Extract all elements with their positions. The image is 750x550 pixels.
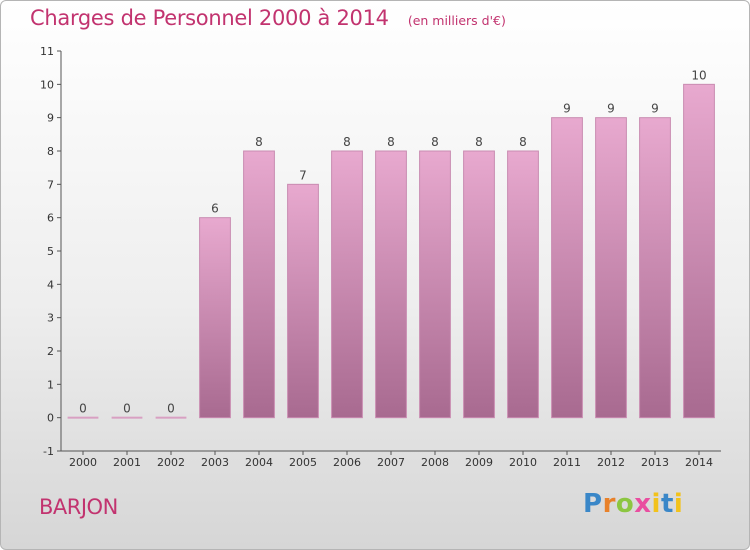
- logo-letter: o: [615, 489, 635, 519]
- data-label: 9: [651, 102, 659, 116]
- bar: [67, 416, 99, 419]
- y-tick-label: 10: [40, 78, 54, 91]
- data-label: 10: [691, 68, 706, 82]
- bar: [199, 217, 231, 419]
- data-label: 6: [211, 202, 219, 216]
- x-tick-label: 2008: [421, 456, 449, 469]
- bar: [639, 117, 671, 419]
- y-tick-label: -1: [43, 445, 54, 458]
- data-label: 0: [123, 402, 131, 416]
- y-tick-label: 9: [47, 112, 54, 125]
- bar: [463, 150, 495, 419]
- logo-letter: i: [651, 489, 661, 519]
- data-label: 0: [167, 402, 175, 416]
- title-row: Charges de Personnel 2000 à 2014 (en mil…: [30, 6, 506, 30]
- y-tick-label: 4: [47, 278, 54, 291]
- y-tick-label: 1: [47, 378, 54, 391]
- x-tick-label: 2009: [465, 456, 493, 469]
- data-label: 8: [431, 135, 439, 149]
- data-label: 9: [607, 102, 615, 116]
- chart-title: Charges de Personnel 2000 à 2014: [30, 6, 389, 30]
- data-label: 8: [519, 135, 527, 149]
- data-label: 9: [563, 102, 571, 116]
- x-tick-label: 2000: [69, 456, 97, 469]
- x-tick-label: 2012: [597, 456, 625, 469]
- x-tick-label: 2007: [377, 456, 405, 469]
- y-tick-label: 8: [47, 145, 54, 158]
- x-tick-label: 2011: [553, 456, 581, 469]
- y-tick-label: 2: [47, 345, 54, 358]
- logo-letter: x: [634, 489, 652, 519]
- x-tick-label: 2006: [333, 456, 361, 469]
- bar: [507, 150, 539, 419]
- data-label: 0: [79, 402, 87, 416]
- bar: [419, 150, 451, 419]
- x-tick-label: 2002: [157, 456, 185, 469]
- y-tick-label: 5: [47, 245, 54, 258]
- bar: [551, 117, 583, 419]
- logo-letter: i: [673, 489, 684, 519]
- logo-letter: r: [602, 489, 616, 519]
- bar: [243, 150, 275, 419]
- x-tick-label: 2003: [201, 456, 229, 469]
- y-tick-label: 3: [47, 312, 54, 325]
- bar: [375, 150, 407, 419]
- y-tick-label: 0: [47, 412, 54, 425]
- logo-letter: t: [660, 489, 674, 519]
- x-tick-label: 2004: [245, 456, 273, 469]
- logo-letter: P: [583, 489, 603, 519]
- data-label: 8: [475, 135, 483, 149]
- y-tick-label: 7: [47, 178, 54, 191]
- y-tick-label: 6: [47, 212, 54, 225]
- x-tick-label: 2010: [509, 456, 537, 469]
- bar: [331, 150, 363, 419]
- bar: [155, 416, 187, 419]
- bar: [683, 83, 715, 419]
- x-tick-label: 2014: [685, 456, 713, 469]
- data-label: 8: [343, 135, 351, 149]
- bar: [595, 117, 627, 419]
- bar: [287, 183, 319, 419]
- data-label: 7: [299, 168, 307, 182]
- bar: [111, 416, 143, 419]
- x-tick-label: 2001: [113, 456, 141, 469]
- data-label: 8: [255, 135, 263, 149]
- commune-label: BARJON: [39, 495, 118, 519]
- proxiti-logo: Proxiti: [583, 489, 683, 519]
- data-label: 8: [387, 135, 395, 149]
- x-tick-label: 2005: [289, 456, 317, 469]
- y-tick-label: 11: [40, 45, 54, 58]
- x-tick-label: 2013: [641, 456, 669, 469]
- chart-subtitle: (en milliers d'€): [407, 13, 506, 28]
